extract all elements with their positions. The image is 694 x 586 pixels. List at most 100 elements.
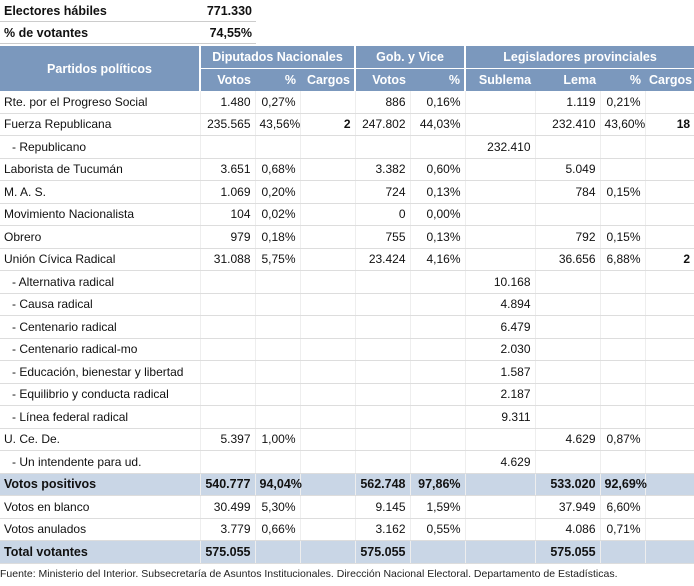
cell: 2.187	[464, 383, 536, 406]
cell: 23.424	[354, 248, 411, 271]
cell: 92,69%	[599, 473, 647, 496]
cell: 0,27%	[254, 91, 300, 114]
cell	[299, 158, 356, 181]
cell	[354, 428, 411, 451]
cell	[644, 473, 694, 496]
cell	[199, 315, 255, 339]
row-label: M. A. S.	[0, 180, 200, 204]
cell	[199, 450, 255, 474]
cell	[644, 405, 694, 429]
cell: 4.894	[464, 293, 536, 316]
cell	[534, 135, 601, 159]
cell	[644, 135, 694, 159]
cell	[464, 225, 536, 249]
cell	[354, 135, 411, 159]
cell	[644, 158, 694, 181]
table-row: - Línea federal radical 9.311	[0, 405, 694, 429]
cell: 4.086	[534, 518, 601, 541]
cell	[354, 405, 411, 429]
row-label: - Línea federal radical	[0, 405, 200, 429]
cell: 3.162	[354, 518, 411, 541]
cell	[644, 495, 694, 519]
cell	[464, 540, 536, 564]
column-header: Votos	[354, 68, 411, 91]
cell	[299, 473, 356, 496]
cell	[534, 338, 601, 361]
cell	[464, 113, 536, 136]
cell	[299, 428, 356, 451]
cell	[354, 315, 411, 339]
cell	[644, 450, 694, 474]
cell: 3.382	[354, 158, 411, 181]
cell: 6,60%	[599, 495, 646, 519]
cell	[534, 360, 601, 384]
cell: 5.049	[534, 158, 601, 181]
cell	[644, 315, 694, 339]
cell	[534, 270, 601, 294]
cell	[409, 338, 466, 361]
cell	[644, 540, 694, 564]
column-header: %	[410, 68, 466, 91]
cell: 0,87%	[599, 428, 646, 451]
cell	[199, 135, 255, 159]
cell	[464, 180, 536, 204]
cell: 2	[644, 248, 694, 271]
cell: 0,13%	[409, 180, 466, 204]
cell	[599, 405, 646, 429]
cell: 0,16%	[409, 91, 466, 114]
table-row: Rte. por el Progreso Social 1.480 0,27% 886…	[0, 91, 694, 114]
cell	[354, 270, 411, 294]
cell	[254, 383, 300, 406]
cell	[299, 338, 356, 361]
table-row: Fuerza Republicana 235.565 43,56% 2 247.802 4…	[0, 113, 694, 136]
cell	[464, 158, 536, 181]
group-header: Diputados Nacionales	[198, 46, 356, 69]
cell	[299, 495, 356, 519]
cell	[534, 315, 601, 339]
cell	[254, 135, 300, 159]
cell: 979	[199, 225, 255, 249]
cell: 1.119	[534, 91, 601, 114]
summary-table: Electores hábiles 771.330% de votantes 74,…	[0, 0, 256, 44]
cell	[299, 360, 356, 384]
cell	[644, 203, 694, 226]
cell	[464, 91, 536, 114]
row-label: Obrero	[0, 225, 200, 249]
cell: 2.030	[464, 338, 536, 361]
cell: 3.779	[199, 518, 255, 541]
cell	[599, 540, 646, 564]
cell: 0,68%	[254, 158, 300, 181]
cell	[254, 540, 300, 564]
cell	[409, 270, 466, 294]
table-row: - Equilibrio y conducta radical 2.187	[0, 383, 694, 406]
column-header: Cargos	[300, 68, 356, 91]
cell	[534, 383, 601, 406]
row-label: Rte. por el Progreso Social	[0, 91, 200, 114]
cell: 9.311	[464, 405, 536, 429]
cell	[299, 405, 356, 429]
cell: 5,75%	[254, 248, 300, 271]
cell: 0,02%	[254, 203, 300, 226]
row-label: - Centenario radical	[0, 315, 200, 339]
cell	[534, 293, 601, 316]
cell	[409, 428, 466, 451]
cell	[409, 383, 466, 406]
row-label: - Causa radical	[0, 293, 200, 316]
cell: 3.651	[199, 158, 255, 181]
cell	[409, 450, 466, 474]
cell	[464, 473, 536, 496]
column-header: Sublema	[464, 68, 536, 91]
cell	[254, 270, 300, 294]
cell: 1,00%	[254, 428, 300, 451]
cell: 0,15%	[599, 180, 646, 204]
row-label: - Centenario radical-mo	[0, 338, 200, 361]
cell	[599, 270, 646, 294]
table-row: Votos positivos 540.777 94,04% 562.748 97,86…	[0, 473, 694, 496]
row-label: Laborista de Tucumán	[0, 158, 200, 181]
cell: 0,66%	[254, 518, 300, 541]
cell: 30.499	[199, 495, 255, 519]
cell	[464, 518, 536, 541]
cell: 575.055	[534, 540, 601, 564]
cell	[599, 293, 646, 316]
cell	[599, 450, 646, 474]
